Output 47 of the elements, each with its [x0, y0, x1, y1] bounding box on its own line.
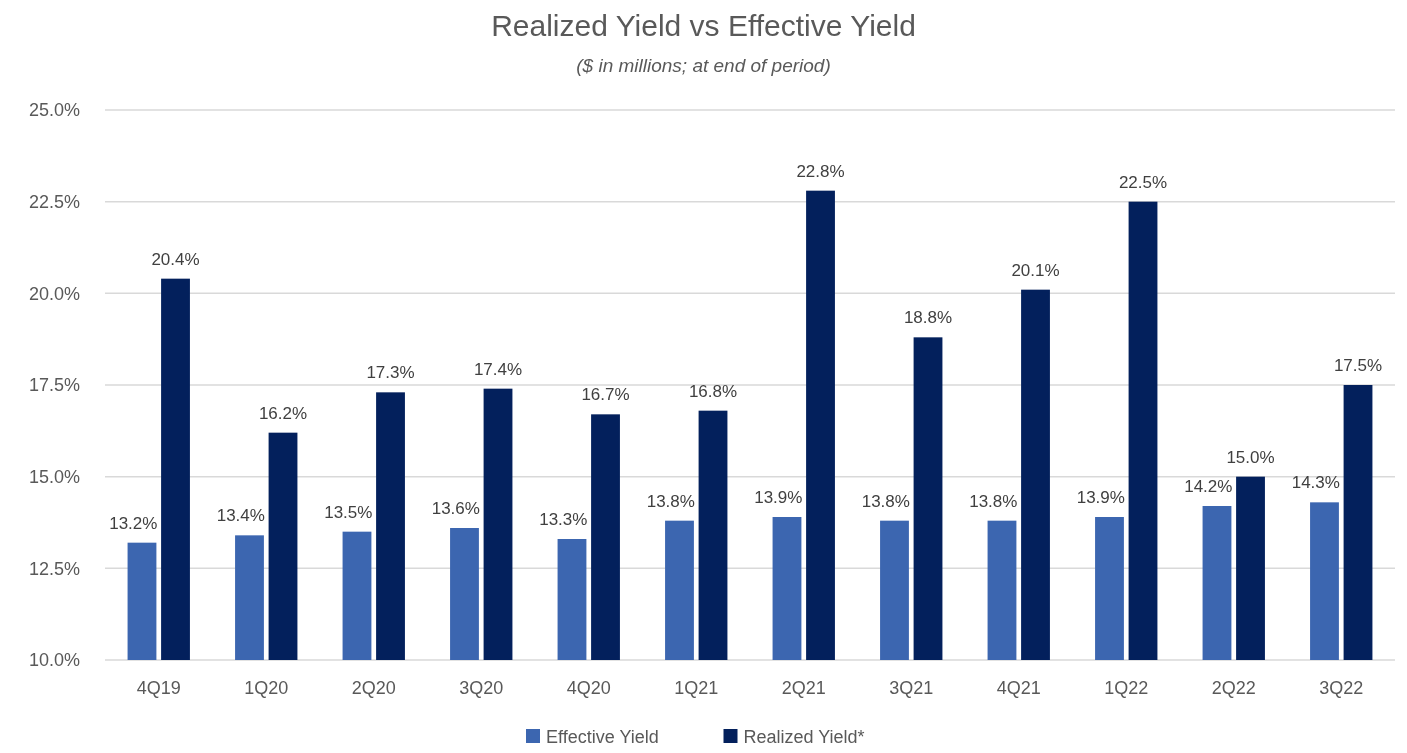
y-tick-label: 10.0%: [28, 650, 80, 671]
data-label: 14.3%: [1291, 473, 1340, 493]
data-label: 13.9%: [754, 488, 803, 507]
data-label: 15.0%: [1226, 447, 1275, 467]
y-tick-label: 20.0%: [28, 283, 80, 304]
data-label: 17.4%: [473, 359, 523, 379]
data-label: 20.1%: [1011, 260, 1060, 280]
x-tick-label: 2Q21: [781, 678, 826, 698]
data-label: 16.7%: [581, 385, 630, 405]
data-label: 14.2%: [1184, 477, 1233, 496]
data-label: 16.8%: [688, 381, 738, 401]
data-label: 17.5%: [1333, 356, 1383, 375]
x-tick-label: 4Q20: [566, 678, 611, 698]
y-tick-label: 17.5%: [28, 375, 80, 396]
legend-label: Effective Yield: [546, 727, 659, 747]
legend-label: Realized Yield*: [743, 727, 865, 747]
data-label: 13.9%: [1076, 488, 1125, 507]
chart-title: Realized Yield vs Effective Yield: [491, 9, 916, 42]
y-tick-label: 22.5%: [28, 191, 80, 212]
x-tick-label: 4Q21: [996, 678, 1041, 698]
data-label: 13.8%: [861, 491, 910, 511]
data-label: 13.5%: [324, 502, 373, 522]
data-label: 16.2%: [258, 403, 308, 423]
chart-subtitle: ($ in millions; at end of period): [576, 55, 831, 76]
data-label: 22.5%: [1118, 172, 1168, 192]
data-label: 17.3%: [366, 363, 415, 383]
x-tick-label: 1Q20: [244, 678, 289, 698]
data-label: 13.8%: [646, 491, 695, 511]
x-tick-label: 2Q20: [351, 678, 396, 698]
data-label: 22.8%: [796, 161, 845, 181]
x-tick-label: 1Q21: [674, 678, 719, 698]
x-tick-label: 4Q19: [136, 678, 181, 698]
x-tick-label: 3Q22: [1319, 678, 1364, 698]
y-tick-label: 25.0%: [28, 100, 80, 121]
y-tick-label: 12.5%: [28, 558, 80, 579]
y-tick-label: 15.0%: [28, 466, 80, 487]
data-label: 13.3%: [539, 510, 588, 529]
x-tick-label: 1Q22: [1104, 678, 1149, 698]
data-label: 20.4%: [151, 249, 200, 269]
data-label: 18.8%: [903, 308, 953, 328]
x-tick-label: 3Q21: [889, 678, 934, 698]
data-label: 13.8%: [969, 491, 1018, 511]
x-tick-label: 2Q22: [1211, 678, 1256, 698]
x-tick-label: 3Q20: [459, 678, 504, 698]
data-label: 13.4%: [216, 506, 265, 526]
data-label: 13.6%: [431, 499, 480, 518]
data-label: 13.2%: [109, 513, 158, 533]
